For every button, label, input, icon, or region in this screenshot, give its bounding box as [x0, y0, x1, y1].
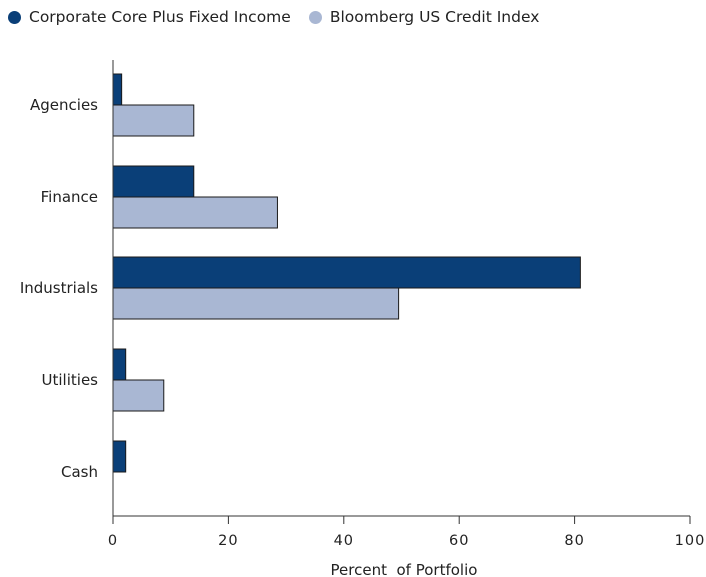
category-label-utilities: Utilities [42, 371, 99, 389]
x-tick-label-20: 20 [218, 533, 238, 549]
bar-finance-series-0 [112, 165, 195, 198]
bar-industrials-series-0 [112, 256, 581, 289]
category-label-agencies: Agencies [30, 96, 98, 114]
x-tick-label-40: 40 [334, 533, 354, 549]
x-tick-label-0: 0 [108, 533, 118, 549]
x-axis-label: Percent of Portfolio [331, 561, 478, 577]
legend-item-series-1: Bloomberg US Credit Index [308, 8, 540, 26]
category-label-finance: Finance [41, 188, 98, 206]
category-label-industrials: Industrials [20, 279, 98, 297]
bar-utilities-series-1 [112, 379, 165, 412]
legend: Corporate Core Plus Fixed Income Bloombe… [8, 8, 539, 26]
legend-swatch-series-1 [308, 10, 322, 24]
x-tick-label-60: 60 [449, 533, 469, 549]
bar-agencies-series-1 [112, 104, 195, 137]
x-tick-label-80: 80 [564, 533, 584, 549]
bar-finance-series-1 [112, 196, 278, 229]
bar-cash-series-0 [112, 440, 127, 473]
bar-industrials-series-1 [112, 287, 400, 320]
category-label-cash: Cash [61, 463, 98, 481]
legend-item-series-0: Corporate Core Plus Fixed Income [8, 8, 291, 26]
legend-label-series-1: Bloomberg US Credit Index [329, 8, 540, 26]
bar-agencies-series-0 [112, 73, 123, 106]
legend-label-series-0: Corporate Core Plus Fixed Income [29, 8, 291, 26]
bar-utilities-series-0 [112, 348, 127, 381]
legend-swatch-series-0 [8, 10, 21, 24]
x-tick-label-100: 100 [675, 533, 706, 549]
